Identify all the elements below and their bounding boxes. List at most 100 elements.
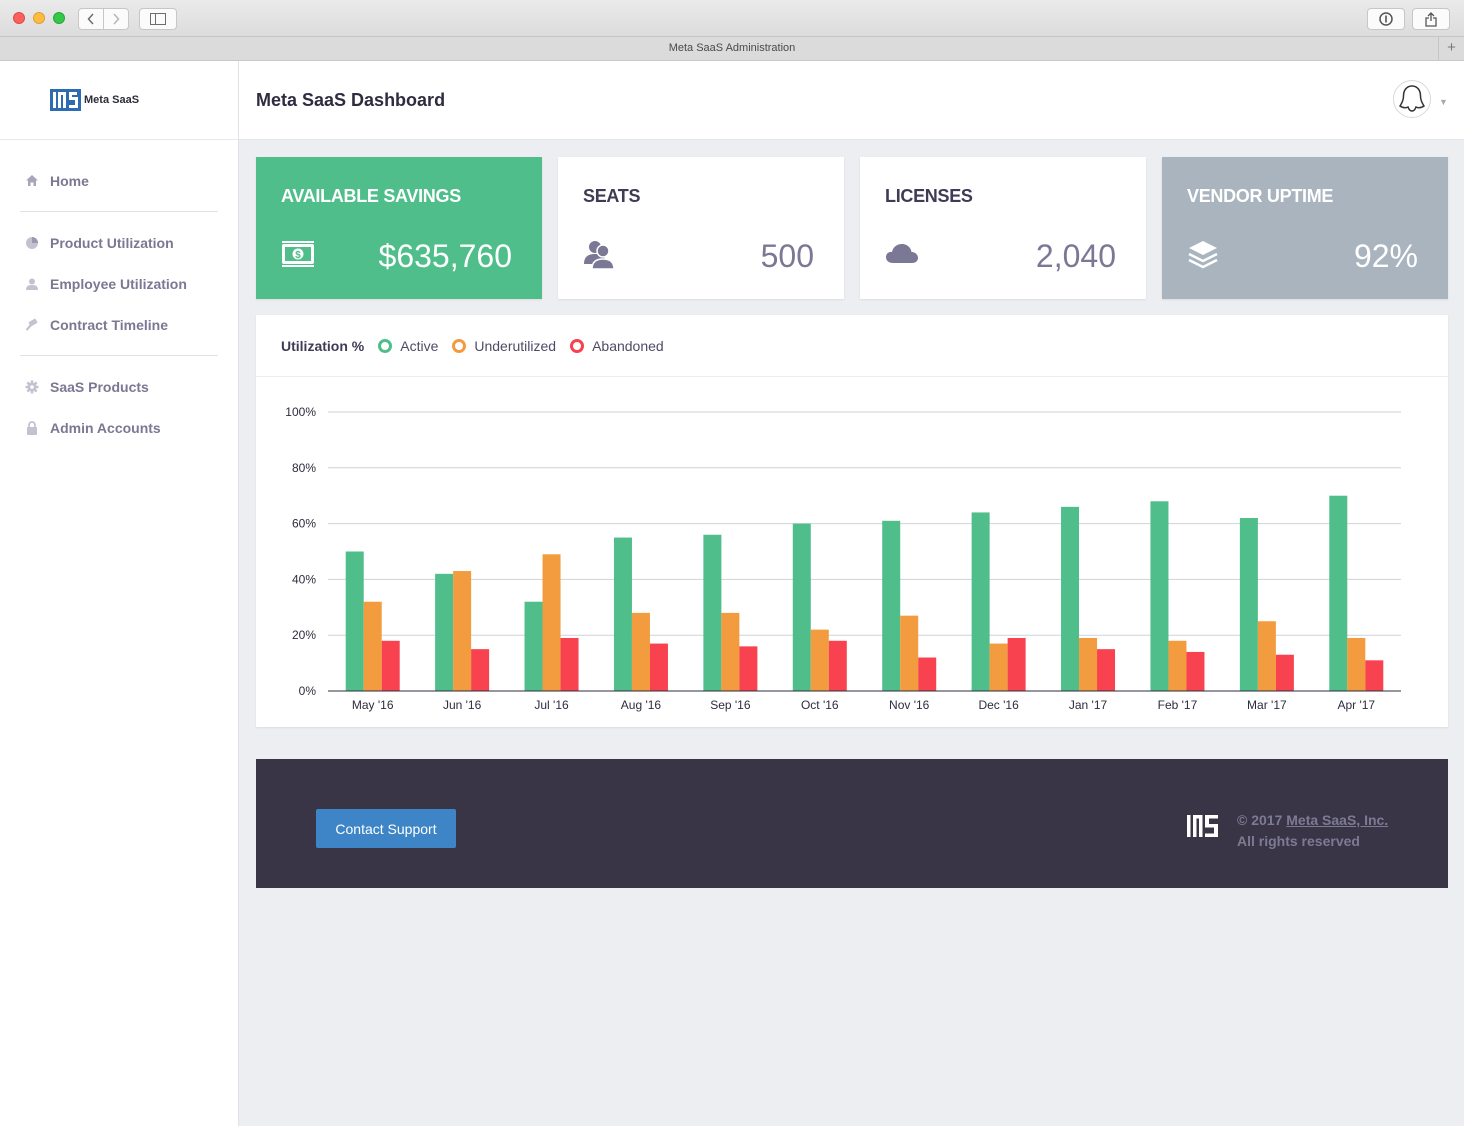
bar-underutilized [453,571,472,691]
copyright-line: © 2017 Meta SaaS, Inc. [1237,810,1388,831]
card-value: 2,040 [1035,238,1116,274]
card-title: VENDOR UPTIME [1187,186,1334,206]
bar-underutilized [1079,637,1098,691]
company-link[interactable]: Meta SaaS, Inc. [1286,812,1389,828]
bar-abandoned [918,657,937,691]
bar-underutilized [363,601,382,691]
x-tick-label: May '16 [352,698,394,712]
chevron-down-icon[interactable]: ▼ [1439,97,1448,107]
y-tick-label: 100% [285,405,316,419]
sidebar-item-label: Product Utilization [50,234,174,251]
tab-title[interactable]: Meta SaaS Administration [668,42,796,54]
svg-text:$: $ [295,250,301,261]
seats-card: SEATS 500 [558,157,844,299]
minimize-window-button[interactable] [33,12,45,24]
sidebar-icon [150,13,166,25]
x-tick-label: Sep '16 [710,698,751,712]
sidebar: Meta SaaS Home Product Utilization Emplo… [0,61,239,1126]
bar-underutilized [1257,621,1276,691]
bar-underutilized [1168,640,1187,691]
new-tab-button[interactable]: + [1438,37,1464,60]
bar-underutilized [900,615,919,691]
legend-item-abandoned[interactable]: Abandoned [570,338,664,354]
sidebar-toggle-button[interactable] [139,8,177,30]
y-tick-label: 20% [292,628,316,642]
x-tick-label: Oct '16 [801,698,839,712]
share-button[interactable] [1412,8,1450,30]
home-icon [24,173,40,189]
sidebar-item-admin-accounts[interactable]: Admin Accounts [0,407,238,448]
sidebar-item-saas-products[interactable]: SaaS Products [0,366,238,407]
bar-underutilized [1347,637,1366,691]
bar-active [703,534,722,691]
back-button[interactable] [78,8,104,30]
bar-abandoned [471,649,490,691]
user-icon [24,276,40,292]
top-header: Meta SaaS Dashboard ▼ [239,61,1464,140]
legend-marker [378,338,393,353]
sidebar-item-label: SaaS Products [50,378,149,395]
brand-name: Meta SaaS [84,94,140,106]
chart-legend: Utilization % Active Underutilized Aband… [256,315,1448,377]
legend-item-underutilized[interactable]: Underutilized [452,338,556,354]
x-tick-label: Nov '16 [889,698,930,712]
tab-bar: Meta SaaS Administration + [0,37,1464,60]
bar-active [524,601,543,691]
contact-support-button[interactable]: Contact Support [316,809,456,848]
bar-active [792,523,811,691]
legend-marker [570,338,585,353]
vendor-uptime-card: VENDOR UPTIME 92% [1162,157,1448,299]
gavel-icon [24,317,40,333]
footer-logo-icon [1187,815,1218,837]
maximize-window-button[interactable] [53,12,65,24]
bar-abandoned [381,640,400,691]
card-value: 92% [1353,238,1418,274]
sidebar-item-label: Home [50,172,89,189]
close-window-button[interactable] [13,12,25,24]
sidebar-item-home[interactable]: Home [0,160,238,201]
bar-underutilized [989,643,1008,691]
bar-active [1150,501,1169,691]
brand-logo-icon [50,89,81,111]
x-tick-label: Dec '16 [978,698,1019,712]
avatar[interactable] [1393,80,1431,118]
bar-active [971,512,990,691]
bar-underutilized [721,612,740,691]
utilization-bar-chart: 0% 20% 40% 60% 80% 100% May '16 Jun '16 Jul '16 A… [285,405,1401,712]
legend-title: Utilization % [281,337,365,354]
bar-abandoned [1007,637,1026,691]
legend-item-active[interactable]: Active [378,338,438,354]
legend-label: Abandoned [592,337,664,354]
x-tick-label: Feb '17 [1158,698,1198,712]
sidebar-item-contract-timeline[interactable]: Contract Timeline [0,304,238,345]
copyright: © 2017 Meta SaaS, Inc. All rights reserv… [1237,810,1388,852]
bar-active [435,573,454,691]
sidebar-item-product-utilization[interactable]: Product Utilization [0,222,238,263]
legend-marker [452,338,467,353]
bar-abandoned [739,646,758,691]
x-tick-label: Mar '17 [1247,698,1287,712]
brand[interactable]: Meta SaaS [0,61,238,140]
bar-underutilized [810,629,829,691]
browser-chrome: Meta SaaS Administration + [0,0,1464,61]
card-title: AVAILABLE SAVINGS [281,186,461,206]
bar-active [882,520,901,691]
chevron-left-icon [87,13,94,25]
utilization-chart-panel: Utilization % Active Underutilized Aband… [256,315,1448,727]
y-tick-label: 0% [299,684,317,698]
sidebar-divider [20,211,218,212]
sidebar-item-employee-utilization[interactable]: Employee Utilization [0,263,238,304]
bar-abandoned [649,643,668,691]
forward-button[interactable] [103,8,129,30]
sidebar-item-label: Employee Utilization [50,275,187,292]
bar-abandoned [560,637,579,691]
legend-label: Active [400,337,439,354]
chevron-right-icon [113,13,120,25]
bar-abandoned [1365,660,1384,691]
card-title: SEATS [583,186,641,206]
bar-abandoned [1275,654,1294,691]
x-tick-label: Apr '17 [1337,698,1375,712]
reader-button[interactable] [1367,8,1405,30]
bar-abandoned [1186,651,1205,691]
info-icon [1379,12,1393,26]
